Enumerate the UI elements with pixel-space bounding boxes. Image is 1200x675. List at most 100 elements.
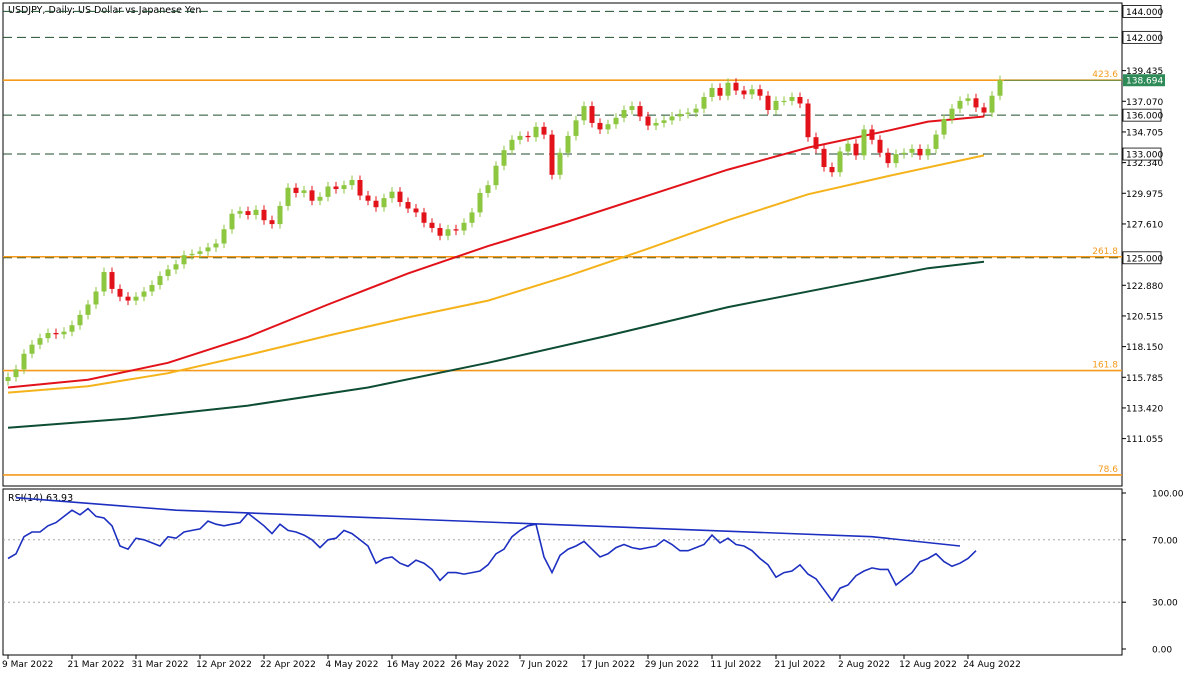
candle-body (733, 82, 739, 91)
candle-body (253, 209, 259, 216)
date-tick-label: 4 May 2022 (326, 660, 379, 670)
candle-body (797, 97, 803, 104)
candle-body (181, 255, 187, 265)
candle-body (325, 186, 331, 197)
price-tick-label: 122.880 (1126, 282, 1163, 292)
chart-title: USDJPY, Daily: US Dollar vs Japanese Yen (8, 5, 201, 16)
price-axis: 144.000 142.000 139.435 137.070 134.705 132.3… (1004, 5, 1165, 445)
candle-body (581, 106, 587, 121)
date-tick-label: 11 Jul 2022 (711, 660, 762, 670)
candle-body (805, 103, 811, 138)
candle-body (597, 122, 603, 130)
candle-body (245, 211, 251, 216)
price-tick-label: 142.000 (1126, 34, 1163, 44)
date-tick-label: 29 Jun 2022 (645, 660, 699, 670)
candle-body (5, 377, 11, 381)
candle-body (213, 243, 219, 248)
candle-body (373, 200, 379, 208)
candle-body (533, 126, 539, 138)
candle-body (541, 126, 547, 135)
candle-body (109, 272, 115, 289)
rsi-tick-label: 0.00 (1152, 646, 1172, 656)
candle-body (493, 165, 499, 186)
price-panel-frame (2, 2, 1123, 487)
candle-body (165, 269, 171, 276)
candle-body (117, 288, 123, 297)
fib-label: 261.8 (1092, 247, 1118, 257)
price-tick-label: 120.515 (1126, 312, 1163, 322)
candle-body (485, 185, 491, 193)
candle-body (853, 143, 859, 156)
candle-body (477, 192, 483, 213)
candle-body (565, 135, 571, 153)
date-tick-label: 24 Aug 2022 (963, 660, 1021, 670)
candle-body (389, 191, 395, 199)
candle-body (205, 247, 211, 252)
price-tick-label: 111.055 (1126, 435, 1163, 445)
rsi-tick-label: 30.00 (1152, 599, 1178, 609)
price-tick-label: 136.000 (1126, 112, 1163, 122)
candle-body (173, 264, 179, 270)
price-tick-label: 132.340 (1126, 159, 1163, 169)
candle-body (917, 148, 923, 156)
candle-body (837, 151, 843, 173)
candle-body (901, 152, 907, 155)
candle-body (509, 139, 515, 151)
rsi-panel-frame (2, 488, 1123, 656)
candle-body (613, 117, 619, 125)
date-tick-label: 16 May 2022 (387, 660, 446, 670)
rsi-tick-label: 100.00 (1152, 490, 1184, 500)
candles (5, 75, 1003, 386)
candle-body (445, 229, 451, 236)
candle-body (717, 87, 723, 96)
candle-body (973, 98, 979, 108)
candle-body (501, 150, 507, 166)
candle-body (885, 152, 891, 164)
rsi-line (7, 507, 977, 603)
candle-body (93, 291, 99, 305)
candle-body (989, 95, 995, 113)
candle-body (829, 167, 835, 173)
candle-body (365, 195, 371, 201)
candle-body (773, 100, 779, 110)
price-tick-label: 134.705 (1126, 128, 1163, 138)
rsi-label: RSI(14) 63.93 (8, 493, 73, 504)
candle-body (189, 253, 195, 256)
candle-body (421, 212, 427, 223)
price-tick-label: 144.000 (1126, 8, 1163, 18)
fib-label: 78.6 (1098, 465, 1118, 475)
candle-body (149, 285, 155, 292)
ma_slow-line (7, 260, 985, 429)
candle-body (605, 124, 611, 130)
date-tick-label: 17 Jun 2022 (581, 660, 635, 670)
price-tick-label: 133.000 (1126, 151, 1163, 161)
candle-body (549, 134, 555, 175)
candle-body (573, 120, 579, 136)
date-tick-label: 21 Mar 2022 (67, 660, 124, 670)
candle-body (909, 148, 915, 153)
candle-body (669, 116, 675, 121)
candle-body (765, 95, 771, 110)
date-tick-label: 12 Aug 2022 (899, 660, 957, 670)
candle-body (13, 369, 19, 378)
candle-body (69, 325, 75, 332)
candle-body (701, 97, 707, 109)
candle-body (437, 227, 443, 236)
candle-body (869, 129, 875, 140)
candle-body (269, 220, 275, 225)
candle-body (517, 135, 523, 140)
candle-body (861, 129, 867, 156)
candle-body (285, 187, 291, 206)
date-tick-label: 26 May 2022 (451, 660, 510, 670)
candle-body (45, 332, 51, 339)
candle-body (101, 272, 107, 292)
candle-body (981, 107, 987, 113)
date-tick-label: 21 Jul 2022 (775, 660, 826, 670)
candle-body (29, 344, 35, 354)
candle-body (789, 97, 795, 101)
candle-body (685, 112, 691, 114)
candle-body (461, 222, 467, 231)
candle-body (349, 179, 355, 186)
price-tick-label: 113.420 (1126, 404, 1163, 414)
